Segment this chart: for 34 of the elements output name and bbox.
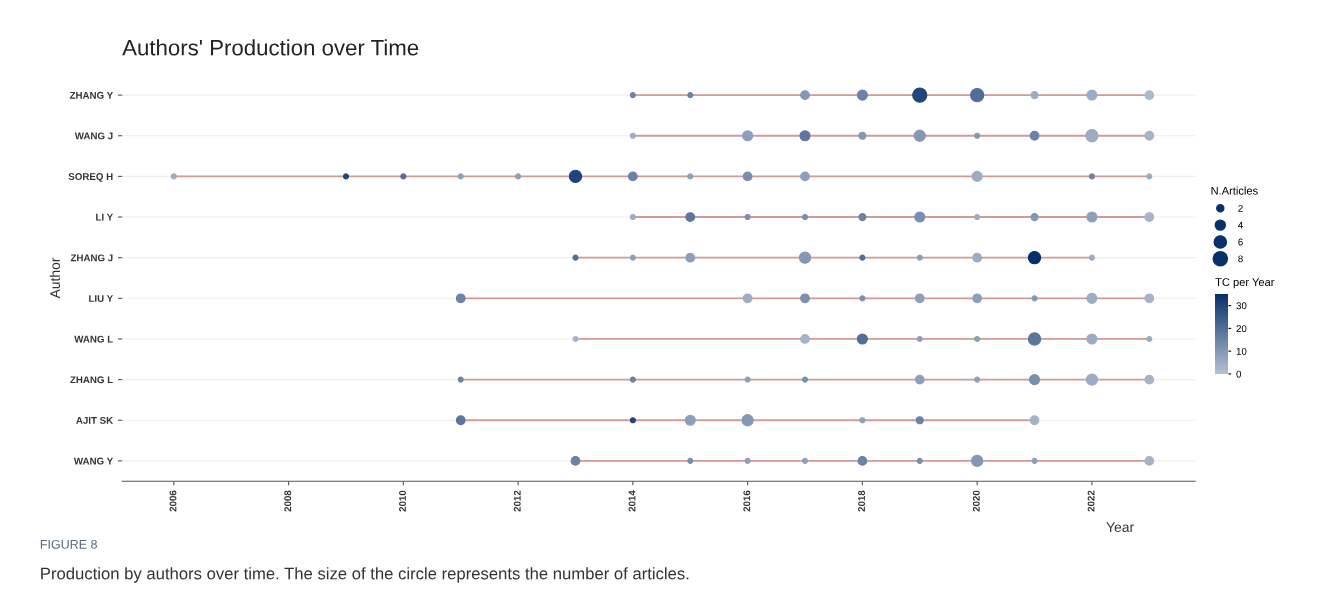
y-tick-label: ZHANG Y <box>69 91 113 99</box>
x-axis-title: Year <box>1106 522 1134 533</box>
chart-title: Authors' Production over Time <box>122 39 419 56</box>
x-tick-label: 2018 <box>858 490 865 512</box>
y-tick-label: WANG J <box>74 132 113 140</box>
x-tick-label: 2016 <box>743 490 751 512</box>
x-tick-label: 2010 <box>399 490 406 512</box>
text: Production by authors over time. The size of the circle represents the number of articles. <box>41 567 689 583</box>
legend-label: 8 <box>1238 255 1243 263</box>
y-tick-label: ZHANG L <box>70 376 113 384</box>
y-tick-label: SOREQ H <box>68 173 113 182</box>
legend-label: 2 <box>1238 204 1243 212</box>
legend-label: 6 <box>1238 238 1243 246</box>
color-bar-title: TC per Year <box>1215 278 1275 289</box>
y-tick-label: WANG L <box>74 335 113 343</box>
y-tick-label: ZHANG J <box>70 254 113 262</box>
x-tick-label: 2012 <box>513 490 521 512</box>
y-tick-label: WANG Y <box>73 457 113 465</box>
y-tick-label: LIU Y <box>89 295 113 302</box>
x-tick-label: 2020 <box>972 490 980 512</box>
color-bar-label: 0 <box>1236 370 1242 378</box>
legend-label: 4 <box>1238 221 1243 229</box>
caption: FIGURE 8 <box>40 539 97 549</box>
color-bar-label: 20 <box>1236 325 1247 333</box>
x-tick-label: 2006 <box>169 490 177 512</box>
y-axis-title: Author <box>49 257 61 299</box>
legend-title: N.Articles <box>1211 186 1258 195</box>
y-tick-label: AJIT SK <box>76 416 114 424</box>
x-tick-label: 2022 <box>1087 490 1095 512</box>
color-bar-label: 10 <box>1236 347 1247 355</box>
color-bar-label: 30 <box>1236 302 1247 310</box>
x-tick-label: 2014 <box>628 490 636 512</box>
x-tick-label: 2008 <box>284 490 292 512</box>
y-tick-label: LI Y <box>96 213 113 221</box>
